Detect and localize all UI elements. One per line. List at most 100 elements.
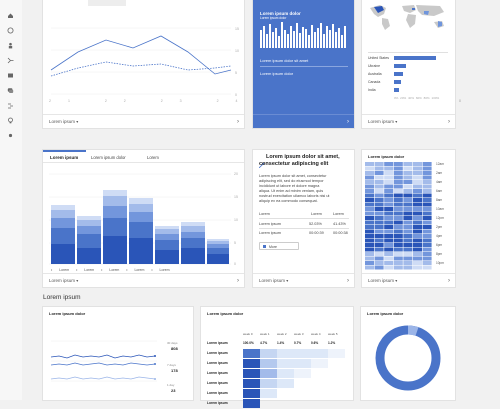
- tab-1[interactable]: Lorem ipsum: [50, 155, 79, 160]
- heatmap-cell: [374, 162, 384, 166]
- country-label: India: [368, 88, 376, 92]
- heatmap-cell: [384, 180, 394, 184]
- heatmap-cell: [403, 171, 413, 175]
- realtime-bars: [260, 22, 346, 48]
- behavior-icon[interactable]: [7, 66, 14, 78]
- acquisition-icon[interactable]: [7, 51, 14, 64]
- heatmap-cell: [393, 198, 403, 202]
- tab-2[interactable]: Lorem ipsum dolor: [91, 155, 126, 160]
- heatmap-cell: [413, 229, 422, 234]
- cohort-col-header: week 2: [277, 332, 287, 336]
- heatmap-row-label: 6pm: [436, 243, 443, 247]
- heatmap-cell: [413, 193, 422, 198]
- heatmap-cell: [413, 162, 422, 166]
- heatmap-cell: [422, 265, 432, 270]
- dropdown-caret-icon: ▾: [286, 278, 289, 283]
- heatmap-cell: [393, 171, 403, 175]
- heatmap-cell: [374, 229, 384, 234]
- date-range-footer[interactable]: Lorem ipsum ▾ ›: [43, 114, 244, 128]
- chevron-right-icon[interactable]: ›: [448, 278, 450, 284]
- date-range-label: Lorem ipsum: [368, 278, 395, 283]
- lightbulb-icon[interactable]: [7, 111, 14, 124]
- clock-icon[interactable]: [7, 21, 14, 34]
- td: 52.03%: [309, 222, 322, 226]
- heatmap-cell: [384, 225, 394, 229]
- heatmap-cell: [374, 184, 384, 189]
- heatmap-cell: [403, 229, 413, 234]
- heatmap-cell: [393, 216, 403, 220]
- heatmap-cell: [384, 234, 394, 238]
- heatmap-cell: [403, 238, 413, 243]
- heatmap-row-label: 6am: [436, 189, 443, 193]
- insight-footer[interactable]: Lorem ipsum ▾ ›: [253, 273, 354, 287]
- heatmap-cell: [422, 234, 432, 238]
- heatmap-cell: [365, 184, 374, 189]
- heatmap-cell: [393, 211, 403, 216]
- chevron-right-icon[interactable]: ›: [347, 278, 349, 284]
- heatmap-cell: [403, 265, 413, 270]
- chat-icon[interactable]: [7, 81, 14, 93]
- cohort-row-label: Lorem ipsum: [207, 351, 228, 355]
- more-button[interactable]: More: [259, 242, 299, 250]
- heatmap-row-label: 12am: [436, 162, 444, 166]
- settings-icon[interactable]: [7, 126, 14, 138]
- heatmap-cell: [365, 261, 374, 265]
- heatmap-cell: [403, 220, 413, 225]
- cohort-header: week 0 week 1 week 2 week 3 week 4 week 5: [243, 332, 351, 338]
- realtime-footer[interactable]: ›: [253, 114, 354, 128]
- heatmap-cell: [393, 225, 403, 229]
- date-range-label: Lorem ipsum: [368, 119, 395, 124]
- heatmap-cell: [384, 243, 394, 247]
- y-tick: 0: [235, 93, 237, 97]
- heatmap-cell: [374, 261, 384, 265]
- heatmap-cell: [365, 162, 374, 166]
- person-icon[interactable]: [7, 36, 14, 49]
- heatmap-cell: [403, 247, 413, 252]
- heatmap-cell: [365, 202, 374, 207]
- heatmap-cell: [384, 193, 394, 198]
- heatmap-cell: [403, 202, 413, 207]
- heatmap-row-label: 8pm: [436, 252, 443, 256]
- heatmap-cell: [374, 211, 384, 216]
- heatmap-cell: [422, 189, 432, 193]
- home-icon[interactable]: [7, 6, 14, 18]
- heatmap-cell: [403, 175, 413, 180]
- share-icon[interactable]: [7, 96, 14, 109]
- heatmap-footer[interactable]: Lorem ipsum ▾ ›: [362, 273, 455, 287]
- location-footer[interactable]: Lorem ipsum ▾ ›: [362, 114, 455, 128]
- chevron-right-icon[interactable]: ›: [237, 278, 239, 284]
- heatmap-cell: [365, 229, 374, 234]
- heatmap-cell: [384, 171, 394, 175]
- heatmap-cell: [365, 211, 374, 216]
- dropdown-caret-icon: ▾: [76, 278, 79, 283]
- chevron-right-icon[interactable]: ›: [237, 119, 239, 125]
- heatmap-cell: [413, 234, 422, 238]
- heatmap-cell: [413, 225, 422, 229]
- heatmap-cell: [374, 247, 384, 252]
- heatmap-cell: [384, 184, 394, 189]
- insight-title: Lorem ipsum dolor sit amet, consectetur …: [259, 154, 340, 167]
- cohort-first-row-value: 4.7%: [260, 341, 268, 345]
- td: Lorem ipsum: [259, 222, 281, 226]
- heatmap-cell: [384, 202, 394, 207]
- cohort-col-header: week 1: [260, 332, 270, 336]
- stacked-bar-chart: [49, 173, 231, 265]
- heatmap-cell: [384, 229, 394, 234]
- tab-3[interactable]: Lorem: [147, 155, 159, 160]
- chevron-right-icon[interactable]: ›: [448, 119, 450, 125]
- th: Lorem: [259, 212, 270, 216]
- body-line: incididunt ut labore et dolore magna: [259, 184, 320, 188]
- chevron-right-icon[interactable]: ›: [347, 119, 349, 125]
- date-range-label: Lorem ipsum: [49, 278, 76, 283]
- heatmap-row-label: 12pm: [436, 216, 444, 220]
- heatmap-cell: [374, 220, 384, 225]
- heatmap-cell: [403, 207, 413, 211]
- cohort-col-header: week 5: [328, 332, 338, 336]
- body-line: aliqua. Ut enim ad minim veniam, quis: [259, 189, 324, 193]
- heatmap-cell: [365, 234, 374, 238]
- realtime-card: Lorem ipsum dolor Lorem ipsum dolor Lore…: [253, 0, 354, 128]
- legend-value: 23: [171, 388, 176, 393]
- cohort-first-row-value: 0.7%: [294, 341, 302, 345]
- heatmap-cell: [403, 211, 413, 216]
- bar-footer[interactable]: Lorem ipsum ▾ ›: [43, 273, 244, 287]
